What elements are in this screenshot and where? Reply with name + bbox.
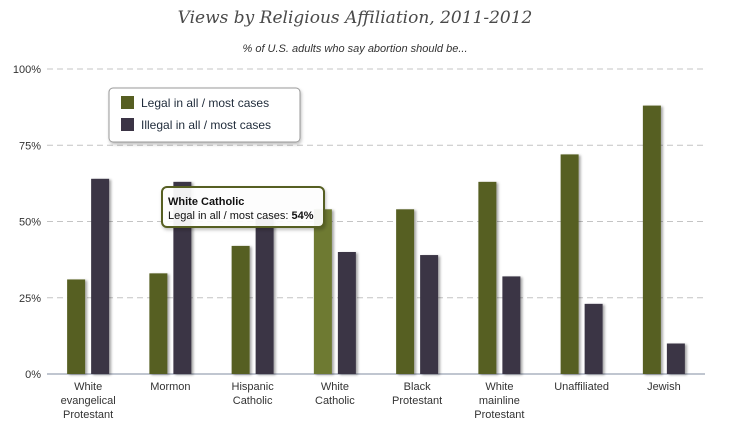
bar-legal[interactable]: [642, 105, 661, 374]
chart-title: Views by Religious Affiliation, 2011-201…: [178, 8, 533, 28]
tooltip: White Catholic Legal in all / most cases…: [161, 186, 325, 228]
x-category-label: Mormon: [150, 381, 190, 393]
bar-illegal[interactable]: [255, 218, 274, 374]
bar-illegal[interactable]: [502, 276, 521, 374]
legend: Legal in all / most cases Illegal in all…: [108, 87, 301, 143]
x-category-label: White mainline Protestant: [474, 381, 524, 421]
bar-illegal[interactable]: [173, 181, 192, 374]
bars: [67, 105, 685, 375]
tooltip-title: White Catholic: [168, 196, 244, 208]
legend-swatch-illegal[interactable]: [121, 118, 134, 131]
legend-box: [108, 87, 301, 143]
tooltip-value: 54%: [292, 210, 314, 222]
legend-label-illegal[interactable]: Illegal in all / most cases: [141, 118, 271, 132]
y-tick-label: 100%: [13, 64, 41, 76]
x-category-label: Hispanic Catholic: [232, 381, 275, 407]
x-axis-labels: White evangelical Protestant Mormon Hispanic…: [61, 381, 681, 421]
x-category-label: White Catholic: [315, 381, 355, 407]
bar-legal[interactable]: [478, 181, 497, 374]
bar-legal[interactable]: [560, 154, 579, 374]
bar-legal[interactable]: [231, 245, 250, 374]
bar-legal[interactable]: [313, 209, 332, 374]
tooltip-box: [161, 186, 325, 228]
bar-illegal[interactable]: [666, 343, 685, 375]
bar-legal[interactable]: [396, 209, 415, 374]
legend-label-legal[interactable]: Legal in all / most cases: [141, 96, 269, 110]
legend-swatch-legal[interactable]: [121, 96, 134, 109]
bar-illegal[interactable]: [91, 178, 110, 374]
tooltip-label: Legal in all / most cases:: [168, 210, 288, 222]
x-category-label: Black Protestant: [392, 381, 442, 407]
chart-subtitle: % of U.S. adults who say abortion should…: [242, 43, 467, 55]
x-category-label: White evangelical Protestant: [61, 381, 116, 421]
bar-legal[interactable]: [67, 279, 86, 374]
bar-illegal[interactable]: [337, 252, 356, 374]
bar-legal[interactable]: [149, 273, 168, 374]
y-axis: 0% 25% 50% 75% 100%: [13, 64, 41, 381]
y-tick-label: 75%: [19, 140, 41, 152]
x-category-label: Jewish: [647, 381, 681, 393]
bar-illegal[interactable]: [584, 303, 603, 374]
tooltip-text: Legal in all / most cases: 54%: [168, 210, 314, 222]
y-tick-label: 25%: [19, 293, 41, 305]
y-tick-label: 50%: [19, 217, 41, 229]
bar-illegal[interactable]: [420, 255, 439, 374]
y-tick-label: 0%: [25, 369, 41, 381]
x-category-label: Unaffiliated: [554, 381, 609, 393]
